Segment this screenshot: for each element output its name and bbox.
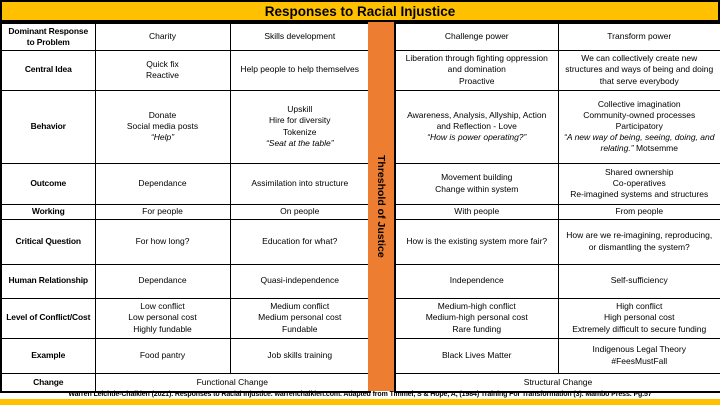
cell: Help people to help themselves bbox=[229, 49, 371, 91]
cell: Awareness, Analysis, Allyship, Action an… bbox=[394, 89, 559, 164]
cell: Job skills training bbox=[229, 337, 371, 374]
cell: Medium-high conflict Medium-high personal… bbox=[394, 297, 559, 339]
cell: Shared ownership Co-operatives Re-imagined… bbox=[557, 162, 720, 205]
cell: Assimilation into structure bbox=[229, 162, 371, 205]
table-row: Dominant Response to Problem Charity Skill… bbox=[0, 22, 371, 51]
table-row: Liberation through fighting oppression a… bbox=[394, 49, 720, 91]
table-row: With people From people bbox=[394, 203, 720, 220]
cell: Charity bbox=[94, 22, 231, 51]
cell: With people bbox=[394, 203, 559, 220]
row-label: Critical Question bbox=[0, 218, 96, 265]
table-row: Awareness, Analysis, Allyship, Action an… bbox=[394, 89, 720, 164]
cell: Dependance bbox=[94, 263, 231, 299]
cell: Donate Social media posts “Help” bbox=[94, 89, 231, 164]
citation-footer: Warren Leichtle-Chalklen (2021). Respons… bbox=[68, 391, 652, 398]
row-label: Example bbox=[0, 337, 96, 374]
row-label: Behavior bbox=[0, 89, 96, 164]
cell: How are we re-imagining, reproducing, or… bbox=[557, 218, 720, 265]
row-label: Working bbox=[0, 203, 96, 220]
table-row: Human Relationship Dependance Quasi-indepe… bbox=[0, 263, 371, 299]
table-row: Change Functional Change bbox=[0, 372, 371, 393]
cell: Black Lives Matter bbox=[394, 337, 559, 374]
row-label: Dominant Response to Problem bbox=[0, 22, 96, 51]
cell: Food pantry bbox=[94, 337, 231, 374]
cell: Indigenous Legal Theory #FeesMustFall bbox=[557, 337, 720, 374]
cell: Transform power bbox=[557, 22, 720, 51]
cell: How is the existing system more fair? bbox=[394, 218, 559, 265]
cell: Quick fix Reactive bbox=[94, 49, 231, 91]
cell: High conflict High personal cost Extremely… bbox=[557, 297, 720, 339]
left-table: Dominant Response to Problem Charity Skill… bbox=[0, 22, 371, 393]
row-label: Change bbox=[0, 372, 96, 393]
cell: From people bbox=[557, 203, 720, 220]
table-row: Level of Conflict/Cost Low conflict Low pe… bbox=[0, 297, 371, 339]
row-label: Level of Conflict/Cost bbox=[0, 297, 96, 339]
table-row: Outcome Dependance Assimilation into struc… bbox=[0, 162, 371, 205]
cell: Collective imagination Community-owned pr… bbox=[557, 89, 720, 164]
table-row: Example Food pantry Job skills training bbox=[0, 337, 371, 374]
row-label: Human Relationship bbox=[0, 263, 96, 299]
cell: Movement building Change within system bbox=[394, 162, 559, 205]
right-table-body: Challenge power Transform power Liberation… bbox=[394, 22, 720, 393]
cell: Structural Change bbox=[394, 372, 720, 393]
cell: Skills development bbox=[229, 22, 371, 51]
table-row: Working For people On people bbox=[0, 203, 371, 220]
cell: Education for what? bbox=[229, 218, 371, 265]
table-row: Critical Question For how long? Education … bbox=[0, 218, 371, 265]
cell: On people bbox=[229, 203, 371, 220]
cell: For how long? bbox=[94, 218, 231, 265]
page-title: Responses to Racial Injustice bbox=[0, 0, 720, 22]
threshold-of-justice-bar: Threshold of Justice bbox=[368, 22, 394, 391]
cell: Upskill Hire for diversity Tokenize “Seat a… bbox=[229, 89, 371, 164]
right-table: Challenge power Transform power Liberation… bbox=[394, 22, 720, 393]
cell: Quasi-independence bbox=[229, 263, 371, 299]
cell: Medium conflict Medium personal cost Funda… bbox=[229, 297, 371, 339]
table-row: Challenge power Transform power bbox=[394, 22, 720, 51]
table-row: Behavior Donate Social media posts “Help” Up… bbox=[0, 89, 371, 164]
table-row: Structural Change bbox=[394, 372, 720, 393]
table-row: Independence Self-sufficiency bbox=[394, 263, 720, 299]
cell: Independence bbox=[394, 263, 559, 299]
cell: Challenge power bbox=[394, 22, 559, 51]
table-row: Movement building Change within system Sha… bbox=[394, 162, 720, 205]
cell: Self-sufficiency bbox=[557, 263, 720, 299]
table-row: Medium-high conflict Medium-high personal… bbox=[394, 297, 720, 339]
row-label: Outcome bbox=[0, 162, 96, 205]
left-table-body: Dominant Response to Problem Charity Skill… bbox=[0, 22, 371, 393]
cell: We can collectively create new structure… bbox=[557, 49, 720, 91]
cell: Dependance bbox=[94, 162, 231, 205]
cell: Low conflict Low personal cost Highly fund… bbox=[94, 297, 231, 339]
row-label: Central Idea bbox=[0, 49, 96, 91]
threshold-label: Threshold of Justice bbox=[375, 155, 387, 258]
table-row: Black Lives Matter Indigenous Legal Theor… bbox=[394, 337, 720, 374]
table-row: How is the existing system more fair? How… bbox=[394, 218, 720, 265]
cell: For people bbox=[94, 203, 231, 220]
table-row: Central Idea Quick fix Reactive Help people… bbox=[0, 49, 371, 91]
bottom-accent-strip bbox=[0, 399, 720, 405]
cell: Liberation through fighting oppression a… bbox=[394, 49, 559, 91]
cell: Functional Change bbox=[94, 372, 371, 393]
